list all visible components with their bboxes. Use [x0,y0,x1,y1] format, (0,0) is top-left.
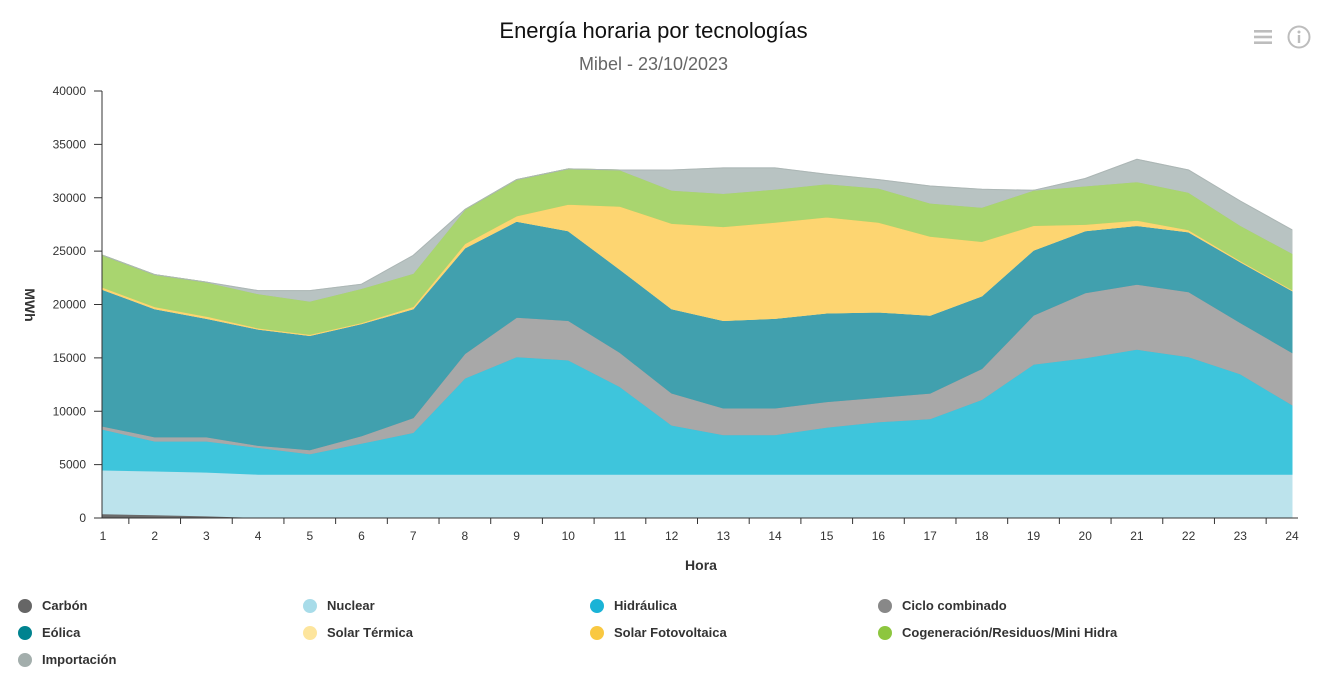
x-tick-label: 10 [562,529,576,543]
chart-title: Energía horaria por tecnologías [499,18,808,43]
legend-marker-icon [18,625,32,640]
x-tick-label: 22 [1182,529,1196,543]
info-circle-icon[interactable] [1286,24,1312,50]
area-edge-series-8 [102,158,1293,292]
x-tick-label: 4 [255,529,262,543]
area-series-1[interactable] [102,469,1293,519]
y-tick-label: 25000 [53,244,87,258]
legend-label: Nuclear [327,598,375,613]
y-tick-label: 20000 [53,298,87,312]
legend-label: Importación [42,652,117,667]
y-tick-label: 30000 [53,191,87,205]
legend-item[interactable]: Ciclo combinado [878,598,1007,613]
x-tick-label: 23 [1234,529,1248,543]
x-axis-title: Hora [685,557,717,573]
legend-marker-icon [878,598,892,613]
y-axis-title: MWh [22,288,38,321]
x-tick-label: 9 [513,529,520,543]
stacked-area-chart: 0 5000 10000 15000 20000 25000 30000 35000 40000… [22,84,1299,573]
legend-label: Carbón [42,598,88,613]
x-tick-label: 1 [100,529,107,543]
x-tick-label: 19 [1027,529,1041,543]
x-tick-label: 7 [410,529,417,543]
x-tick-label: 24 [1285,529,1299,543]
legend-label: Solar Térmica [327,625,413,640]
legend-item[interactable]: Solar Fotovoltaica [590,625,727,640]
legend-marker-icon [303,598,317,613]
x-tick-label: 3 [203,529,210,543]
legend-marker-icon [590,625,604,640]
legend-marker-icon [18,598,32,613]
legend-item[interactable]: Hidráulica [590,598,677,613]
x-tick-label: 6 [358,529,365,543]
x-tick-label: 2 [151,529,158,543]
x-ticks: 1 2 3 4 5 6 7 8 9 10 11 12 13 14 15 16 17 18 19 20 21 22 23 24 [100,518,1299,543]
series-areas [102,158,1293,519]
legend-label: Ciclo combinado [902,598,1007,613]
y-tick-label: 40000 [53,84,87,98]
x-tick-label: 13 [717,529,731,543]
legend-label: Eólica [42,625,81,640]
legend-label: Solar Fotovoltaica [614,625,727,640]
legend-label: Cogeneración/Residuos/Mini Hidra [902,625,1118,640]
x-tick-label: 17 [923,529,937,543]
x-tick-label: 14 [768,529,782,543]
legend-item[interactable]: Importación [18,652,116,667]
x-tick-label: 5 [306,529,313,543]
legend-item[interactable]: Nuclear [303,598,375,613]
x-tick-label: 20 [1079,529,1093,543]
legend-marker-icon [590,598,604,613]
x-tick-label: 11 [614,529,627,543]
y-tick-label: 35000 [53,137,87,151]
x-tick-label: 18 [975,529,989,543]
legend-label: Hidráulica [614,598,677,613]
chart-subtitle: Mibel - 23/10/2023 [578,54,729,74]
y-tick-label: 10000 [53,404,87,418]
y-tick-label: 5000 [59,458,86,472]
x-tick-label: 8 [462,529,469,543]
y-tick-label: 15000 [53,351,87,365]
x-tick-label: 12 [665,529,679,543]
x-tick-label: 16 [872,529,886,543]
legend-item[interactable]: Cogeneración/Residuos/Mini Hidra [878,625,1117,640]
legend-item[interactable]: Eólica [18,625,80,640]
y-ticks: 0 5000 10000 15000 20000 25000 30000 35000 40000 [53,84,102,525]
legend-item[interactable]: Solar Térmica [303,625,413,640]
legend-marker-icon [878,625,892,640]
x-tick-label: 21 [1130,529,1144,543]
y-tick-label: 0 [79,511,86,525]
x-tick-label: 15 [820,529,834,543]
hamburger-menu-icon[interactable] [1250,24,1276,50]
legend-marker-icon [303,625,317,640]
legend-marker-icon [18,652,32,667]
legend-item[interactable]: Carbón [18,598,88,613]
